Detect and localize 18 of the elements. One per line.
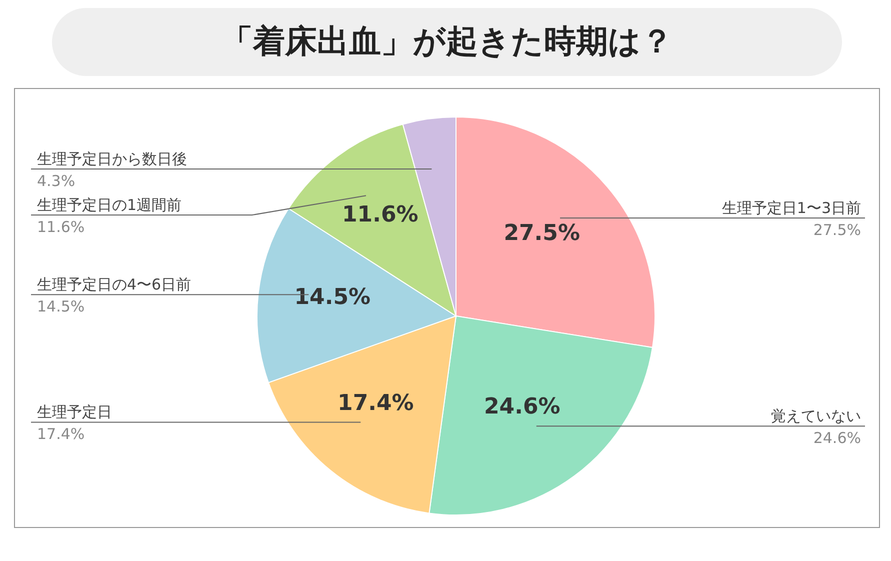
data-label: 24.6% [484,394,560,420]
text: 14.5% [37,298,85,316]
text: 11.6% [37,218,85,236]
text: 4.3% [37,172,76,190]
slice-label: 生理予定日の4〜6日前 [37,276,192,294]
slice-label: 生理予定日の1週間前 [37,196,182,214]
data-label: 17.4% [338,391,414,416]
chart-title: 「着床出血」が起きた時期は？ [52,8,842,76]
text: 27.5% [813,221,861,240]
data-label: 11.6% [342,202,418,228]
slice-label: 覚えていない [771,407,861,426]
text: 24.6% [813,429,861,448]
data-label: 27.5% [504,221,580,246]
data-label: 14.5% [294,284,371,310]
slice-label: 生理予定日から数日後 [37,150,187,168]
slice-label: 生理予定日1〜3日前 [722,199,861,218]
slice-label: 生理予定日 [37,403,112,422]
text: 17.4% [37,425,85,444]
